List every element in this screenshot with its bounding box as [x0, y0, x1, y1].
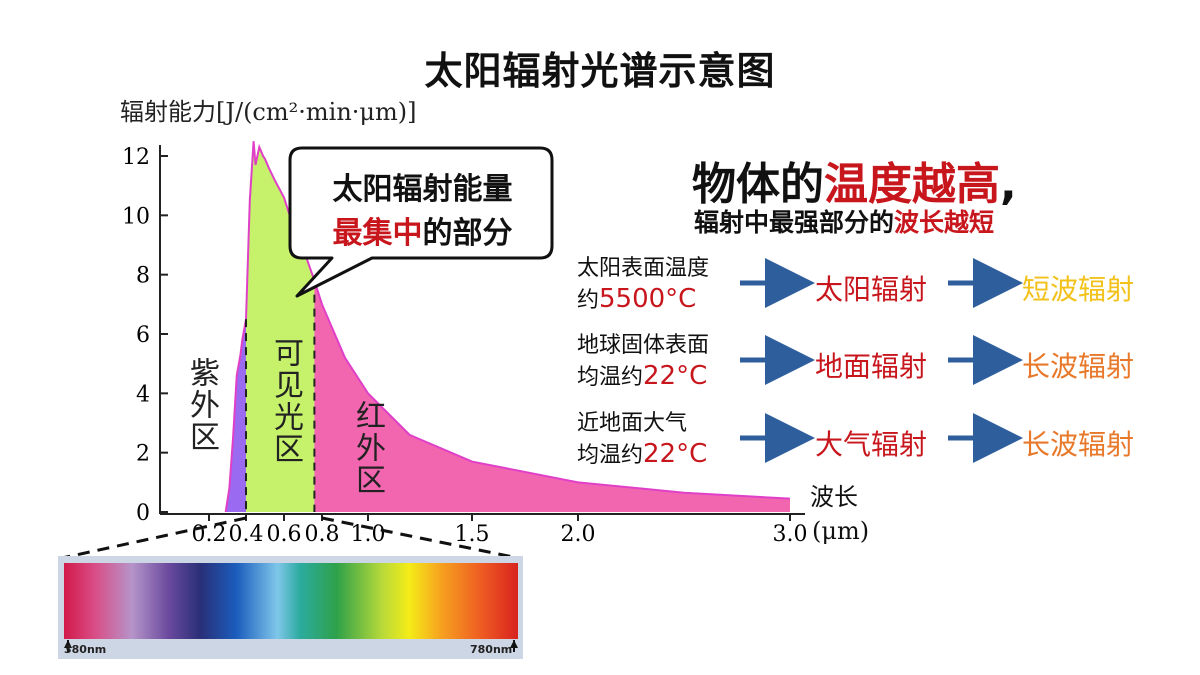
- row-label-prefix: 约: [577, 288, 600, 313]
- x-tick-label: 0.6: [267, 522, 302, 547]
- spectrum-right-label: 780nm: [470, 643, 513, 656]
- y-tick-label: 12: [122, 145, 150, 170]
- row-label-line1: 地球固体表面: [577, 333, 710, 358]
- row-label-line2: 约5500°C: [577, 284, 709, 316]
- row-temperature: 22°C: [643, 361, 708, 391]
- row-radiation-source: 太阳辐射: [815, 273, 928, 306]
- rule-headline-prefix: 物体的: [692, 159, 824, 210]
- row-radiation-type: 长波辐射: [1022, 428, 1135, 461]
- row-label: 太阳表面温度 约5500°C: [577, 254, 709, 316]
- row-radiation-type: 长波辐射: [1022, 350, 1135, 383]
- y-tick-label: 8: [136, 264, 150, 289]
- x-tick-label: 0.4: [229, 522, 264, 547]
- row-temperature: 5500°C: [599, 284, 697, 314]
- uv-region-area: [225, 319, 246, 512]
- speech-bubble: [288, 146, 554, 298]
- spectrum-left-label: 380nm: [64, 643, 107, 656]
- row-radiation-source: 地面辐射: [815, 350, 928, 383]
- x-tick-label: 1.0: [351, 522, 386, 547]
- bubble-text: 太阳辐射能量 最集中的部分: [300, 168, 545, 256]
- y-tick-label: 0: [136, 501, 150, 526]
- row-label: 近地面大气 均温约22°C: [577, 409, 707, 471]
- x-tick-label: 0.2: [192, 522, 227, 547]
- row-label-prefix: 均温约: [577, 365, 644, 390]
- row-label-line1: 近地面大气: [577, 411, 688, 436]
- row-label-line1: 太阳表面温度: [577, 256, 710, 281]
- row-label: 地球固体表面 均温约22°C: [577, 331, 709, 393]
- spectrum-curve: [224, 141, 791, 513]
- rule-headline-emphasis: 温度越高: [824, 159, 1000, 210]
- ir-region-label: 红外区: [350, 400, 385, 496]
- rule-headline-suffix: ,: [1000, 159, 1017, 210]
- page-title: 太阳辐射光谱示意图: [424, 49, 776, 93]
- row-label-prefix: 均温约: [577, 443, 644, 468]
- visible-spectrum-bar: [64, 563, 518, 639]
- zoom-line-left: [61, 516, 247, 560]
- visible-region-label: 可见光区: [268, 337, 303, 465]
- rule-subline: 辐射中最强部分的波长越短: [694, 203, 994, 239]
- zoom-line-right: [321, 516, 519, 560]
- row-radiation-source: 大气辐射: [815, 428, 928, 461]
- x-axis-label-line1: 波长: [810, 483, 858, 511]
- bubble-line2: 最集中的部分: [300, 212, 545, 256]
- row-radiation-type: 短波辐射: [1022, 273, 1135, 306]
- y-tick-label: 4: [136, 382, 150, 407]
- uv-region-label: 紫外区: [184, 357, 219, 453]
- x-tick-label: 0.8: [305, 522, 340, 547]
- x-tick-label: 1.5: [455, 522, 490, 547]
- ir-region-area: [314, 280, 790, 512]
- visible-region-area: [246, 141, 315, 512]
- rule-subline-prefix: 辐射中最强部分的: [694, 208, 895, 237]
- x-tick-label: 2.0: [561, 522, 596, 547]
- row-temperature: 22°C: [643, 439, 708, 469]
- y-tick-label: 2: [136, 442, 150, 467]
- row-label-line2: 均温约22°C: [577, 361, 709, 393]
- y-axis-label: 辐射能力[J/(cm²·min·μm)]: [120, 98, 417, 126]
- rule-headline: 物体的温度越高,: [692, 148, 1017, 212]
- bubble-line2-rest: 的部分: [422, 216, 513, 251]
- rule-subline-emphasis: 波长越短: [894, 208, 995, 237]
- row-label-line2: 均温约22°C: [577, 439, 707, 471]
- x-tick-label: 3.0: [773, 522, 808, 547]
- x-axis-label-line2: (μm): [812, 517, 870, 545]
- y-tick-label: 10: [122, 204, 150, 229]
- bubble-line1: 太阳辐射能量: [332, 172, 513, 207]
- y-tick-label: 6: [136, 323, 150, 348]
- bubble-emphasis: 最集中: [332, 216, 423, 251]
